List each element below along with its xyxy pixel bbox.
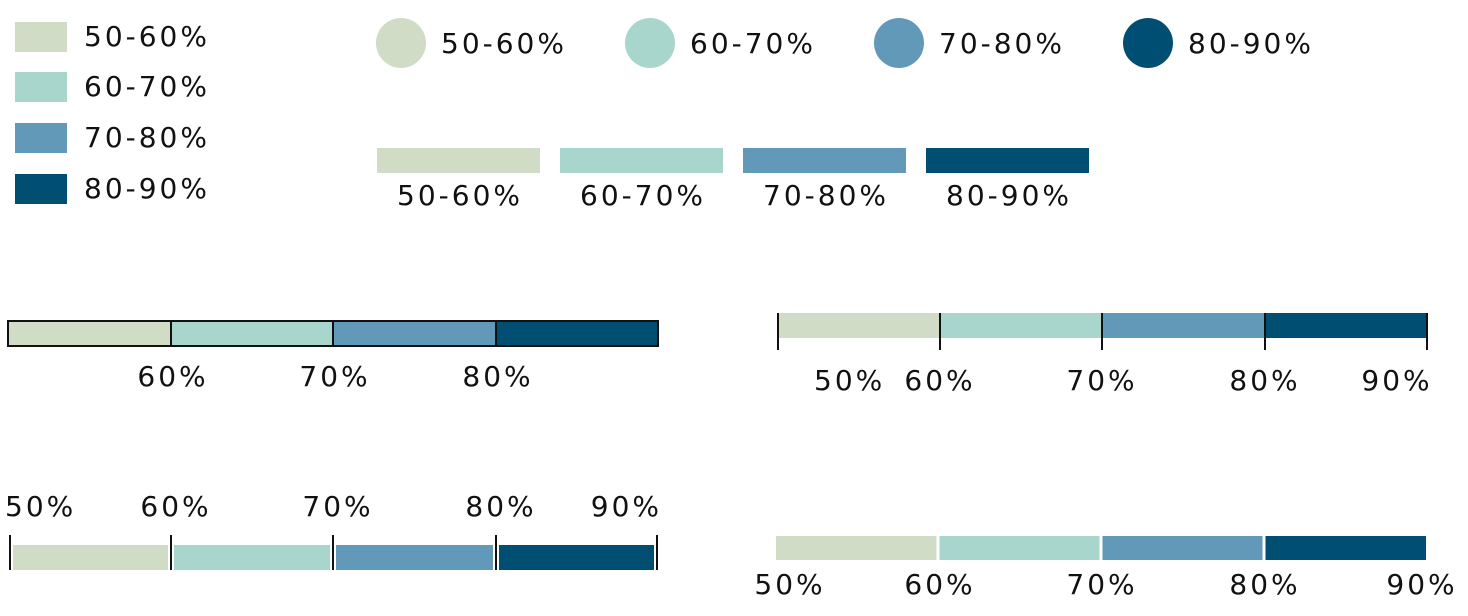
scale-segment [1265,536,1426,560]
scale-label: 90% [1386,568,1457,601]
scale-label: 80% [1229,364,1300,397]
scale-label: 80% [1229,568,1300,601]
legend-label: 60-70% [690,27,816,60]
scale-segment [13,545,168,570]
scale-label: 70% [302,490,373,523]
scale-label: 50% [754,568,825,601]
legend-dot [1123,18,1173,68]
scale-segment [939,536,1100,560]
legend-bar [377,148,540,173]
scale-segment [1102,536,1263,560]
legend-label: 70-80% [939,27,1065,60]
scale-segment [776,536,937,560]
scale-label: 60% [140,490,211,523]
scale-label: 50% [5,490,76,523]
legend-dot [625,18,675,68]
scale-label: 70% [1066,568,1137,601]
scale-label: 70% [1066,364,1137,397]
legend-label: 50-60% [84,20,210,53]
scale-label: 60% [137,360,208,393]
legend-swatch [15,72,67,102]
scale-segment [499,545,654,570]
scale-segment [170,320,334,347]
scale-segment [336,545,493,570]
scale-segment [1102,313,1265,338]
legend-label: 80-90% [946,179,1072,212]
scale-label: 90% [1361,364,1432,397]
scale-segment [7,320,172,347]
legend-dot [874,18,924,68]
scale-label: 50% [814,364,885,397]
legend-bar [926,148,1089,173]
scale-segment [332,320,497,347]
scale-segment [940,313,1102,338]
legend-label: 70-80% [763,179,889,212]
scale-label: 60% [904,568,975,601]
scale-label: 60% [904,364,975,397]
legend-bar [560,148,723,173]
scale-label: 80% [465,490,536,523]
legend-label: 50-60% [397,179,523,212]
legend-swatch [15,22,67,52]
scale-label: 80% [462,360,533,393]
legend-label: 80-90% [84,172,210,205]
legend-label: 80-90% [1188,27,1314,60]
legend-label: 60-70% [580,179,706,212]
scale-label: 90% [591,490,662,523]
scale-segment [174,545,330,570]
legend-bar [743,148,906,173]
legend-label: 70-80% [84,121,210,154]
legend-swatch [15,123,67,153]
legend-dot [376,18,426,68]
scale-label: 70% [299,360,370,393]
scale-segment [495,320,659,347]
scale-segment [1265,313,1427,338]
legend-swatch [15,174,67,204]
legend-label: 60-70% [84,70,210,103]
scale-segment [778,313,940,338]
legend-label: 50-60% [441,27,567,60]
